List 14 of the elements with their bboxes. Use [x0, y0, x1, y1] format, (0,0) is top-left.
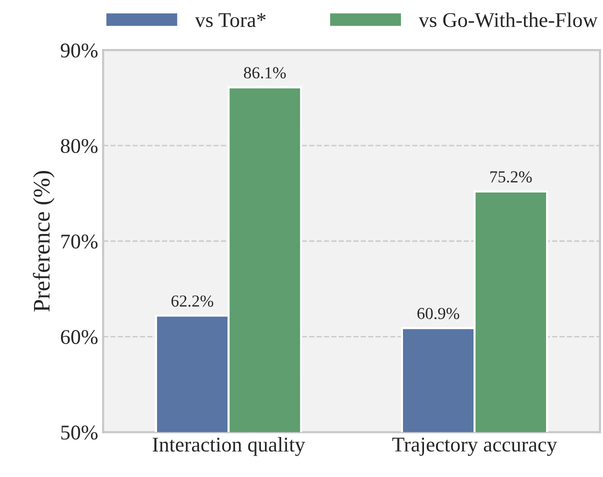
- legend-label: vs Tora*: [194, 13, 266, 28]
- data-label: 75.2%: [490, 171, 532, 183]
- y-tick-label: 90%: [60, 43, 98, 58]
- y-axis-title: Preference (%): [32, 171, 55, 312]
- y-tick-label: 50%: [61, 426, 98, 440]
- data-label: 60.9%: [417, 308, 460, 320]
- data-label: 86.1%: [244, 67, 286, 78]
- y-tick-label: 70%: [61, 234, 98, 249]
- data-label: 62.2%: [171, 295, 214, 307]
- x-tick-label: Interaction quality: [152, 437, 306, 456]
- legend-label: vs Go-With-the-Flow: [418, 12, 598, 28]
- y-tick-label: 80%: [60, 138, 98, 154]
- y-tick-label: 60%: [60, 330, 98, 344]
- x-tick-label: Trajectory accuracy: [392, 438, 558, 456]
